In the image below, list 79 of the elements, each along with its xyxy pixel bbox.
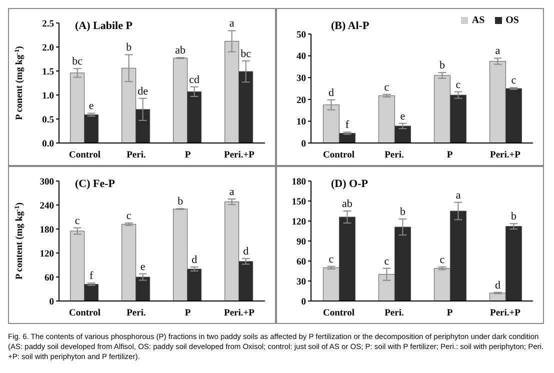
- x-tick-label: Control: [323, 150, 355, 161]
- annotation: a: [229, 18, 234, 30]
- y-tick-label: 120: [40, 249, 54, 260]
- annotation: bc: [240, 48, 252, 60]
- y-tick-label: 20: [296, 96, 306, 106]
- x-tick-label: Peri.: [126, 150, 146, 161]
- y-tick-label: 2.5: [42, 19, 54, 30]
- x-tick-label: Peri.: [384, 308, 404, 319]
- y-tick-label: 300: [40, 177, 54, 188]
- y-tick-label: 0: [301, 139, 306, 150]
- y-tick-label: 90: [296, 237, 306, 248]
- chart-title: (A) Labile P: [75, 20, 133, 32]
- x-tick-label: Control: [69, 150, 101, 161]
- x-tick-label: Peri.+P: [224, 150, 255, 161]
- x-tick-label: Peri.+P: [490, 308, 521, 319]
- y-tick-label: 180: [40, 225, 54, 236]
- chart-title: (D) O-P: [331, 178, 368, 190]
- legend-label: AS: [472, 15, 485, 26]
- annotation: b: [178, 196, 184, 208]
- annotation: b: [439, 60, 446, 72]
- chart-title: (B) Al-P: [331, 20, 370, 32]
- y-tick-label: 0: [49, 297, 54, 308]
- annotation: d: [192, 254, 198, 266]
- annotation: c: [456, 78, 461, 91]
- y-tick-label: 0: [301, 297, 306, 308]
- annotation: e: [88, 100, 94, 112]
- y-tick-label: 10: [296, 118, 306, 128]
- y-tick-label: 0.5: [42, 115, 54, 126]
- annotation: c: [511, 74, 516, 87]
- y-tick-label: 30: [296, 277, 306, 288]
- x-tick-label: P: [446, 150, 453, 161]
- annotation: d: [243, 246, 250, 258]
- y-tick-label: 60: [44, 273, 54, 284]
- y-tick-label: 120: [292, 217, 306, 228]
- annotation: ab: [342, 198, 353, 210]
- annotation: bc: [72, 56, 83, 68]
- annotation: b: [400, 206, 406, 218]
- y-tick-label: 150: [292, 197, 306, 208]
- y-tick-label: 60: [296, 257, 306, 268]
- annotation: c: [384, 81, 390, 94]
- annotation: a: [456, 189, 461, 202]
- annotation: a: [495, 45, 500, 58]
- x-tick-label: Peri.+P: [490, 150, 521, 161]
- x-tick-label: Control: [323, 308, 355, 319]
- y-tick-label: 1.0: [42, 91, 54, 102]
- y-tick-label: 30: [296, 74, 306, 84]
- annotation: c: [440, 254, 445, 266]
- annotation: de: [138, 85, 148, 98]
- y-tick-label: 240: [40, 201, 54, 212]
- annotation: e: [140, 260, 146, 273]
- annotation: c: [126, 210, 132, 222]
- y-tick-label: 50: [296, 30, 306, 40]
- annotation: d: [328, 86, 334, 99]
- annotation: a: [229, 186, 234, 198]
- x-tick-label: P: [184, 150, 191, 161]
- x-tick-label: P: [184, 308, 191, 319]
- annotation: d: [494, 279, 501, 292]
- chart-title: (C) Fe-P: [75, 178, 116, 190]
- y-tick-label: 2.0: [42, 43, 54, 54]
- legend-label: OS: [506, 15, 519, 26]
- annotation: f: [345, 119, 350, 132]
- y-tick-label: 1.5: [42, 67, 54, 78]
- x-tick-label: Peri.: [384, 150, 404, 161]
- x-tick-label: Peri.+P: [224, 308, 255, 319]
- annotation: b: [126, 42, 132, 54]
- x-tick-label: Control: [69, 308, 101, 319]
- y-tick-label: 40: [296, 52, 306, 62]
- y-tick-label: 0.0: [42, 139, 54, 150]
- annotation: f: [89, 270, 94, 282]
- x-tick-label: Peri.: [126, 308, 146, 319]
- annotation: ab: [175, 44, 186, 57]
- annotation: c: [74, 214, 80, 227]
- annotation: e: [400, 110, 406, 122]
- annotation: c: [384, 255, 390, 268]
- annotation: b: [510, 210, 517, 223]
- x-tick-label: P: [446, 308, 453, 319]
- y-tick-label: 180: [292, 177, 306, 188]
- annotation: c: [328, 253, 334, 266]
- annotation: cd: [189, 74, 200, 86]
